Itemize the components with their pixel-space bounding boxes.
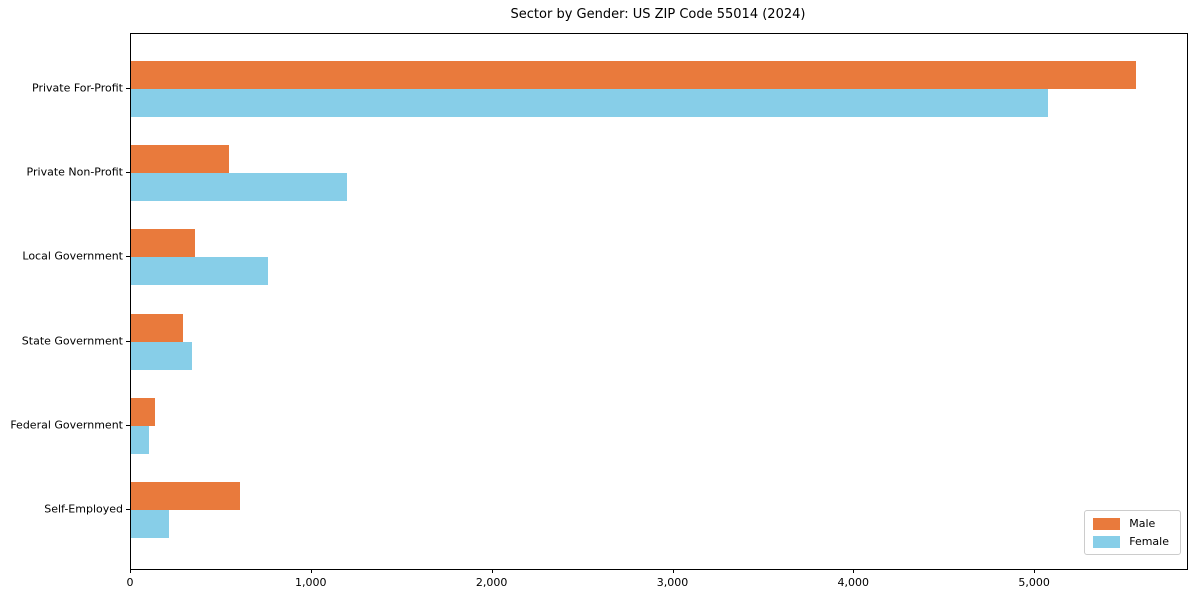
bar-female-3 <box>131 341 192 370</box>
y-tick-mark <box>126 424 130 426</box>
x-tick-mark <box>1034 569 1036 573</box>
y-tick-mark <box>126 509 130 510</box>
bar-male-5 <box>131 482 241 510</box>
x-axis-label: 1,000 <box>295 576 327 589</box>
x-axis-label: 5,000 <box>1018 576 1050 589</box>
y-tick-mark <box>126 88 130 89</box>
chart-title: Sector by Gender: US ZIP Code 55014 (202… <box>510 7 806 22</box>
legend: Male Female <box>1084 510 1181 555</box>
x-tick-mark <box>672 569 674 573</box>
bar-male-1 <box>131 145 229 174</box>
legend-swatch-male <box>1093 517 1121 530</box>
x-axis-label: 2,000 <box>475 576 508 589</box>
y-axis-label: Self-Employed <box>44 502 123 516</box>
bar-female-1 <box>131 173 348 202</box>
y-axis-label: Federal Government <box>10 418 123 432</box>
legend-swatch-female <box>1093 535 1121 548</box>
legend-label: Female <box>1129 535 1169 548</box>
legend-label: Male <box>1129 517 1156 530</box>
bar-male-2 <box>131 229 196 258</box>
legend-item-female: Female <box>1093 535 1169 548</box>
y-axis-label: Private For-Profit <box>32 81 123 95</box>
bar-male-0 <box>131 61 1137 89</box>
bar-female-4 <box>131 425 150 454</box>
y-tick-mark <box>126 256 130 258</box>
y-axis-label: Private Non-Profit <box>26 165 123 179</box>
y-tick-mark <box>126 172 130 174</box>
y-axis-label: Local Government <box>22 249 123 263</box>
bar-female-5 <box>131 510 169 538</box>
bar-male-3 <box>131 313 183 342</box>
y-tick-mark <box>126 340 130 342</box>
bar-female-0 <box>131 89 1048 117</box>
x-axis-label: 4,000 <box>837 576 870 589</box>
legend-item-male: Male <box>1093 517 1169 530</box>
bar-male-4 <box>131 397 156 426</box>
x-tick-mark <box>853 569 855 573</box>
y-axis-label: State Government <box>21 334 123 348</box>
bar-female-2 <box>131 257 269 286</box>
x-axis-label: 3,000 <box>656 576 689 589</box>
x-tick-mark <box>491 569 493 573</box>
x-axis-label: 0 <box>126 576 134 589</box>
x-tick-mark <box>310 569 312 573</box>
x-tick-mark <box>130 569 131 573</box>
plot-area: Male Female <box>130 33 1188 570</box>
